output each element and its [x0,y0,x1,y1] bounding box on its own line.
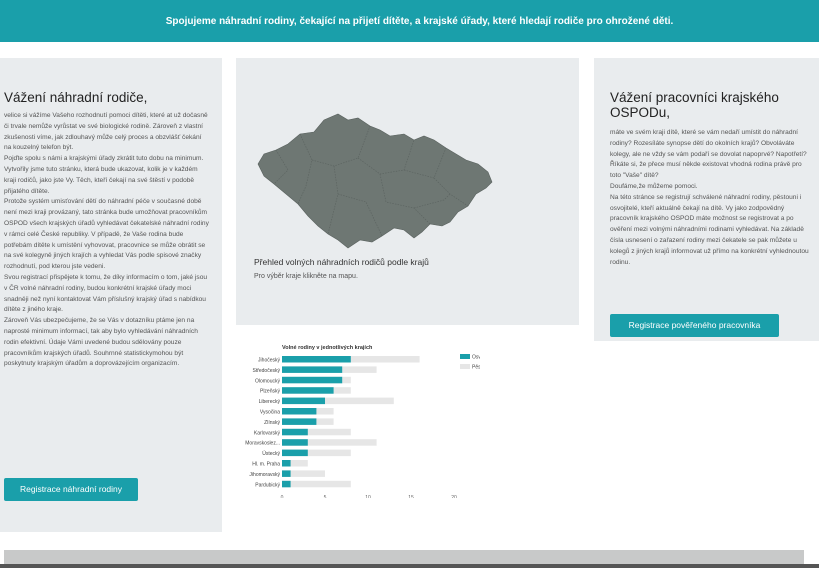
horizontal-scrollbar[interactable] [0,564,819,568]
officers-card: Vážení pracovníci krajského OSPODu, máte… [594,58,819,341]
y-tick-label: Jihočeský [258,358,280,364]
bar-osvojitele [282,449,308,457]
bar-osvojitele [282,366,343,373]
bar-osvojitele [282,418,317,425]
officers-paragraph: máte ve svém kraji dítě, které se vám ne… [610,129,807,180]
bar-osvojitele [282,397,325,405]
legend-label: Osvojitelé [472,355,480,361]
bar-osvojitele [282,387,334,394]
y-tick-label: Středočeský [252,368,280,374]
czech-map-shape[interactable] [257,113,493,249]
parents-paragraph: Protože systém umisťování dětí do náhrad… [4,198,209,271]
y-tick-label: Vysočina [260,410,280,416]
banner-text: Spojujeme náhradní rodiny, čekající na p… [165,15,674,27]
y-tick-label: Moravskoslez... [245,441,280,447]
parents-card: Vážení náhradní rodiče, velice si vážíme… [0,58,222,532]
y-tick-label: Plzeňský [260,389,281,395]
y-tick-label: Liberecký [259,399,281,405]
x-tick-label: 10 [365,495,371,498]
parents-paragraph: Vytvořily jsme tuto stránku, která bude … [4,165,198,195]
map-title: Přehled volných náhradních rodičů podle … [254,257,429,267]
y-tick-label: Hl. m. Praha [252,462,280,468]
y-tick-label: Karlovarský [254,430,281,436]
footer-bar [4,550,804,568]
region-borders [273,125,469,237]
bar-osvojitele [282,356,351,363]
parents-paragraph: Zároveň Vás ubezpečujeme, že se Vás v do… [4,317,198,368]
y-tick-label: Zlínský [264,420,280,426]
bar-pestouni [282,449,351,457]
map-subtitle: Pro výběr kraje klikněte na mapu. [254,273,358,280]
legend-swatch [460,354,470,359]
map-card: Přehled volných náhradních rodičů podle … [236,58,579,325]
x-tick-label: 20 [451,495,457,498]
top-banner: Spojujeme náhradní rodiny, čekající na p… [0,0,819,42]
bar-pestouni [282,480,351,488]
bar-pestouni [282,428,351,436]
chart-title: Volné rodiny v jednotlivých krajích [282,345,373,351]
bar-pestouni [282,397,394,405]
y-tick-label: Ústecký [262,450,280,457]
officers-paragraph: Na této stránce se registrují schválené … [610,193,809,266]
bar-osvojitele [282,376,343,384]
parents-paragraph: Svou registrací přispějete k tomu, že dí… [4,273,208,314]
legend-swatch [460,364,470,369]
x-tick-label: 0 [281,495,284,498]
regions-chart: Volné rodiny v jednotlivých krajích Jiho… [240,338,494,501]
officers-text: máte ve svém kraji dítě, které se vám ne… [610,128,810,268]
officers-paragraph: Doufáme,že můžeme pomoci. [610,182,698,190]
czech-map[interactable] [254,90,500,250]
parents-title: Vážení náhradní rodiče, [4,90,148,105]
bar-pestouni [282,460,308,467]
bar-pestouni [282,470,325,477]
bar-osvojitele [282,470,291,477]
y-tick-label: Pardubický [255,482,280,488]
y-tick-label: Olomoucký [255,378,281,384]
bar-osvojitele [282,480,291,488]
legend-label: Pěstouni [472,365,480,371]
register-family-button[interactable]: Registrace náhradní rodiny [4,478,138,501]
officers-title: Vážení pracovníci krajského OSPODu, [610,90,779,120]
parents-paragraph: velice si vážíme Vašeho rozhodnutí pomoc… [4,112,208,152]
x-tick-label: 15 [408,495,414,498]
parents-paragraph: Pojďte spolu s námi a krajskými úřady zk… [4,155,204,163]
bar-osvojitele [282,428,308,436]
bar-pestouni [282,439,377,446]
bar-osvojitele [282,460,291,467]
bar-osvojitele [282,439,308,446]
register-officer-button[interactable]: Registrace pověřeného pracovníka [610,314,779,337]
chart-canvas: Jihočeský Středočeský Olomoucký Plzeňský Lib… [245,354,494,501]
y-tick-label: Jihomoravský [249,472,280,478]
x-tick-label: 5 [324,495,327,498]
parents-text: velice si vážíme Vašeho rozhodnutí pomoc… [4,111,209,370]
bar-osvojitele [282,408,317,415]
